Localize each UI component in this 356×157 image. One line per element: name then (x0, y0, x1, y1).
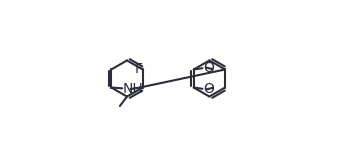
Text: NH: NH (123, 82, 144, 96)
Text: O: O (203, 82, 214, 96)
Text: O: O (203, 61, 214, 75)
Text: F: F (134, 62, 142, 76)
